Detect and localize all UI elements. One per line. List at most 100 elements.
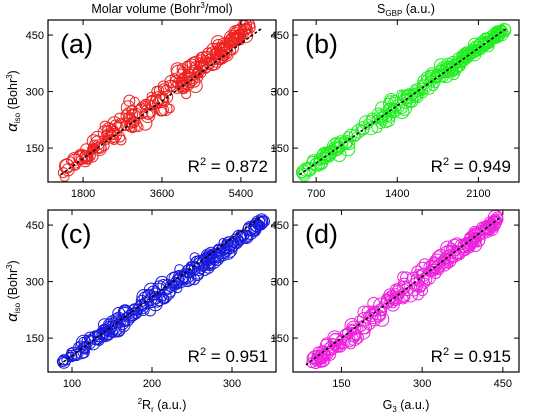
data-point — [306, 357, 318, 369]
data-point — [74, 345, 89, 360]
panel-label: (d) — [305, 219, 338, 249]
y-tick-label: 450 — [26, 30, 44, 42]
data-point — [357, 319, 372, 335]
data-point — [165, 103, 175, 114]
data-point — [71, 161, 81, 171]
data-point — [491, 31, 501, 42]
data-point — [459, 48, 475, 64]
data-point — [144, 293, 158, 306]
data-point — [468, 233, 483, 248]
data-point — [153, 85, 165, 96]
data-point — [237, 32, 247, 42]
data-point — [220, 244, 236, 260]
data-point — [241, 229, 254, 242]
y-axis-title: αiso (Bohr3) — [4, 70, 22, 131]
x-tick-label: 450 — [494, 378, 512, 390]
data-point — [421, 270, 436, 286]
data-point — [409, 87, 424, 101]
data-point — [125, 116, 138, 129]
data-point — [102, 128, 114, 140]
data-point — [140, 104, 156, 120]
data-point — [346, 323, 358, 335]
data-point — [433, 65, 447, 78]
data-point — [197, 51, 209, 63]
data-point — [114, 131, 126, 143]
data-point — [386, 105, 400, 119]
data-point — [58, 354, 70, 366]
y-tick-label: 300 — [26, 87, 44, 99]
data-point — [430, 260, 444, 275]
data-point — [159, 93, 169, 103]
data-point — [152, 97, 164, 109]
data-point — [189, 61, 203, 76]
data-point — [132, 303, 144, 316]
data-point — [178, 71, 193, 85]
data-point — [302, 162, 317, 177]
data-point — [200, 248, 216, 264]
data-point — [499, 23, 512, 36]
data-point — [327, 141, 343, 157]
data-point — [323, 341, 339, 356]
x-tick-label: 150 — [332, 378, 350, 390]
data-point — [440, 240, 455, 256]
y-tick-label: 150 — [271, 333, 289, 345]
panel-a: 1800 3600 5400 150 300 450 (a) R2 = 0.872 Molar … — [4, 1, 277, 200]
data-point — [382, 102, 398, 118]
data-point — [110, 315, 124, 329]
y-tick-label: 450 — [271, 30, 289, 42]
data-point — [186, 73, 199, 86]
data-point — [325, 145, 339, 159]
trend-line — [59, 216, 261, 366]
x-tick-label: 5400 — [229, 188, 253, 200]
data-point — [170, 279, 180, 289]
data-point — [101, 125, 115, 138]
data-point — [169, 72, 180, 83]
data-point — [225, 37, 237, 49]
data-point — [316, 148, 331, 164]
data-point — [146, 285, 162, 301]
x-axis-title: SGBP (a.u.) — [377, 2, 435, 18]
y-tick-label: 300 — [271, 277, 289, 289]
data-point — [459, 244, 472, 256]
data-point — [191, 67, 203, 78]
data-point — [480, 225, 490, 236]
data-point — [295, 165, 311, 180]
data-point — [423, 260, 438, 275]
data-point — [357, 305, 371, 319]
scatter-points — [295, 23, 512, 182]
data-point — [307, 154, 320, 167]
data-point — [386, 293, 397, 305]
data-point — [489, 216, 500, 226]
data-point — [196, 254, 212, 269]
data-point — [94, 327, 109, 343]
data-point — [155, 104, 168, 117]
data-point — [296, 167, 308, 179]
data-point — [491, 213, 504, 226]
data-point — [181, 264, 196, 278]
data-point — [450, 245, 465, 260]
data-point — [176, 79, 189, 93]
data-point — [317, 353, 328, 364]
data-point — [146, 91, 156, 102]
data-point — [149, 290, 163, 305]
data-point — [384, 95, 397, 107]
data-point — [90, 135, 106, 151]
r-squared-label: R2 = 0.915 — [431, 346, 511, 366]
panel-b: 700 1400 2100 150 300 450 (b) R2 = 0.949 SGBP (a… — [271, 2, 520, 200]
x-tick-label: 200 — [143, 378, 161, 390]
data-point — [140, 107, 156, 124]
y-tick-label: 150 — [26, 333, 44, 345]
data-point — [57, 167, 69, 179]
data-point — [206, 260, 217, 271]
x-tick-label: 700 — [307, 188, 325, 200]
data-point — [409, 83, 424, 98]
data-point — [190, 267, 205, 282]
y-axis-title: αiso (Bohr3) — [4, 260, 22, 321]
data-point — [250, 219, 263, 232]
y-tick-label: 300 — [26, 277, 44, 289]
x-tick-label: 2100 — [466, 188, 490, 200]
x-axis-title: G3 (a.u.) — [383, 398, 430, 414]
data-point — [162, 286, 176, 300]
data-point — [418, 277, 431, 289]
data-point — [343, 138, 356, 151]
